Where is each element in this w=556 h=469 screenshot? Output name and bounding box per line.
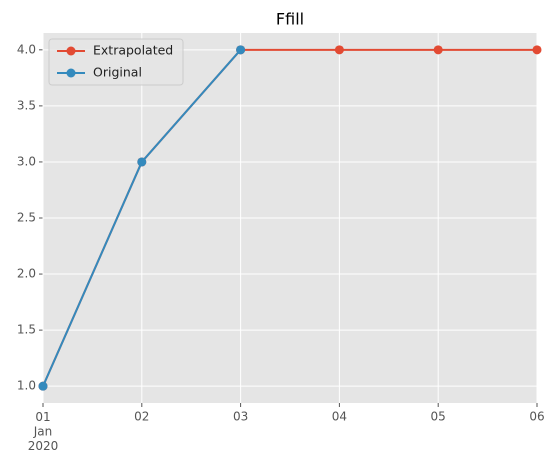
x-tick-label: 02 — [134, 410, 149, 424]
x-tick-label: 01 Jan 2020 — [28, 410, 59, 453]
y-tick-label: 1.5 — [17, 323, 36, 337]
x-tick-label: 06 — [529, 410, 544, 424]
y-tick-label: 4.0 — [17, 42, 36, 56]
x-tick-label: 03 — [233, 410, 248, 424]
legend-marker — [66, 68, 76, 78]
y-tick-label: 1.0 — [17, 379, 36, 393]
y-tick-label: 3.5 — [17, 98, 36, 112]
legend-label: Extrapolated — [93, 43, 173, 58]
y-tick-label: 3.0 — [17, 154, 36, 168]
marker — [38, 381, 48, 391]
marker — [532, 45, 542, 55]
x-tick-label: 04 — [332, 410, 347, 424]
marker — [137, 157, 147, 167]
y-tick-label: 2.0 — [17, 267, 36, 281]
y-tick-label: 2.5 — [17, 211, 36, 225]
marker — [334, 45, 344, 55]
legend-label: Original — [93, 65, 142, 80]
marker — [433, 45, 443, 55]
x-tick-label: 05 — [431, 410, 446, 424]
chart-title: Ffill — [276, 10, 304, 29]
legend-marker — [66, 46, 76, 56]
marker — [236, 45, 246, 55]
